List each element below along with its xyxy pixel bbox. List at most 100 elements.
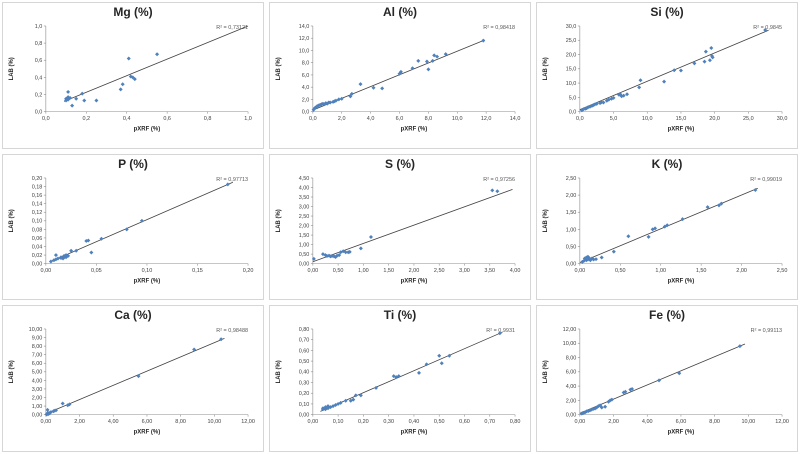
- data-point: [396, 374, 401, 379]
- axes: [45, 329, 249, 416]
- x-tick-label: 4,00: [510, 268, 521, 274]
- data-point: [53, 252, 58, 257]
- scatter-plot: 0,0 2,0 4,0 6,0 8,0 10,0 12,0 14,0 0,0 2,0 4,0 6,0 8…: [276, 24, 520, 133]
- y-tick-label: 0,12: [32, 210, 43, 216]
- data-point: [417, 371, 421, 376]
- data-point: [67, 402, 72, 407]
- data-points: [320, 331, 502, 412]
- y-tick-label: 0,20: [32, 176, 43, 182]
- x-tick-label: 12,0: [481, 116, 492, 122]
- data-point: [325, 101, 330, 106]
- x-tick-label: 0,00: [41, 268, 52, 274]
- y-tick-label: 1,50: [299, 233, 310, 239]
- data-point: [192, 347, 197, 352]
- x-tick-label: 0,00: [308, 419, 319, 425]
- x-tick-label: 2,50: [777, 268, 788, 274]
- data-point: [99, 236, 104, 241]
- y-tick-label: 4,00: [299, 185, 310, 191]
- data-point: [327, 253, 332, 258]
- x-tick-label: 3,50: [484, 268, 495, 274]
- y-tick-label: 2,0: [302, 97, 310, 103]
- axes: [312, 25, 516, 112]
- y-tick-label: 0,50: [299, 252, 310, 258]
- y-tick-label: 7,00: [32, 353, 43, 359]
- y-tick-label: 5,0: [569, 95, 577, 101]
- y-tick-label: 0,00: [566, 261, 577, 267]
- y-tick-label: 0,00: [299, 413, 310, 419]
- data-point: [139, 218, 144, 223]
- data-point: [336, 97, 341, 102]
- y-axis-ticks: 0,0 2,0 4,0 6,0 8,0 10,0 12,0 14,0: [299, 24, 313, 116]
- data-point: [579, 108, 584, 113]
- data-point: [625, 92, 630, 97]
- y-tick-label: 0,18: [32, 184, 43, 190]
- x-tick-label: 2,00: [608, 419, 619, 425]
- data-point: [124, 227, 129, 232]
- x-axis-label: pXRF (%): [134, 278, 161, 284]
- y-tick-label: 0,04: [32, 244, 43, 250]
- x-axis-ticks: 0,0 0,2 0,4 0,6 0,8 1,0: [42, 111, 252, 122]
- x-tick-label: 8,0: [425, 116, 433, 122]
- x-tick-label: 0,05: [91, 268, 102, 274]
- scatter-plot: 0,00 2,00 4,00 6,00 8,00 10,00 12,00 0,00 1,00 2,…: [9, 327, 255, 436]
- chart-title: Fe (%): [649, 308, 685, 323]
- y-tick-label: 3,00: [299, 204, 310, 210]
- y-tick-label: 0,0: [302, 110, 310, 116]
- data-point: [68, 95, 73, 100]
- data-point: [380, 86, 385, 91]
- r-squared-label: R² = 0,98488: [216, 328, 248, 334]
- chart-title: Al (%): [383, 5, 417, 19]
- chart-panel-al: Al (%) 0,0 2,0 4,0 6,0 8,0 10,0 12,0 14,0 0,0 2,0 4…: [269, 2, 531, 149]
- x-tick-label: 0,00: [575, 268, 586, 274]
- x-axis-ticks: 0,00 0,10 0,20 0,30 0,40 0,50 0,60 0,70 0,80: [308, 414, 521, 425]
- chart-panel-p: P (%) 0,00 0,05 0,10 0,15 0,20 0,00 0,02 0,04 0,0…: [2, 153, 264, 301]
- x-axis-ticks: 0,0 2,0 4,0 6,0 8,0 10,0 12,0 14,0: [309, 111, 520, 122]
- x-tick-label: 0,80: [510, 419, 521, 425]
- y-tick-label: 2,50: [566, 176, 577, 182]
- chart-title: P (%): [118, 156, 148, 171]
- data-point: [638, 78, 643, 83]
- x-axis-label: pXRF (%): [401, 430, 428, 436]
- y-tick-label: 0,00: [32, 413, 43, 419]
- y-axis-label: LAB (%): [276, 209, 282, 232]
- y-tick-label: 2,50: [299, 214, 310, 220]
- x-tick-label: 0,4: [123, 116, 131, 122]
- y-tick-label: 10,00: [563, 341, 577, 347]
- data-point: [753, 187, 758, 192]
- data-point: [318, 102, 323, 107]
- y-tick-label: 0,10: [299, 402, 310, 408]
- data-point: [592, 102, 597, 107]
- y-tick-label: 0,40: [299, 370, 310, 376]
- chart-title: Ca (%): [114, 308, 152, 323]
- r-squared-label: R² = 0,9845: [753, 25, 782, 31]
- scatter-plot: 0,0 5,0 10,0 15,0 20,0 25,0 30,0 0,0 5,0 10,0 15,0…: [543, 24, 787, 133]
- data-point: [80, 91, 85, 96]
- x-tick-label: 1,00: [358, 268, 369, 274]
- data-point: [358, 82, 363, 87]
- y-tick-label: 5,00: [32, 370, 43, 376]
- x-axis-ticks: 0,0 5,0 10,0 15,0 20,0 25,0 30,0: [576, 111, 787, 122]
- data-point: [437, 354, 442, 359]
- y-tick-label: 12,0: [299, 36, 310, 42]
- x-tick-label: 4,00: [642, 419, 653, 425]
- data-point: [665, 222, 670, 227]
- data-point: [707, 58, 712, 63]
- data-point: [611, 95, 616, 100]
- x-axis-ticks: 0,00 2,00 4,00 6,00 8,00 10,00 12,00: [41, 414, 255, 425]
- scatter-plot: 0,00 0,05 0,10 0,15 0,20 0,00 0,02 0,04 0,06 0,08…: [9, 176, 253, 285]
- data-point: [333, 98, 338, 103]
- data-point: [588, 257, 593, 262]
- data-point: [737, 344, 742, 349]
- data-point: [331, 99, 336, 104]
- y-tick-label: 30,0: [566, 24, 577, 30]
- y-tick-label: 4,00: [566, 384, 577, 390]
- y-tick-label: 0,00: [32, 261, 43, 267]
- x-tick-label: 20,0: [709, 116, 720, 122]
- data-point: [628, 387, 633, 392]
- data-point: [69, 248, 74, 253]
- y-tick-label: 10,0: [299, 48, 310, 54]
- y-tick-label: 1,00: [32, 404, 43, 410]
- y-axis-label: LAB (%): [9, 57, 15, 80]
- x-axis-ticks: 0,00 0,05 0,10 0,15 0,20: [41, 263, 253, 274]
- y-tick-label: 15,0: [566, 67, 577, 73]
